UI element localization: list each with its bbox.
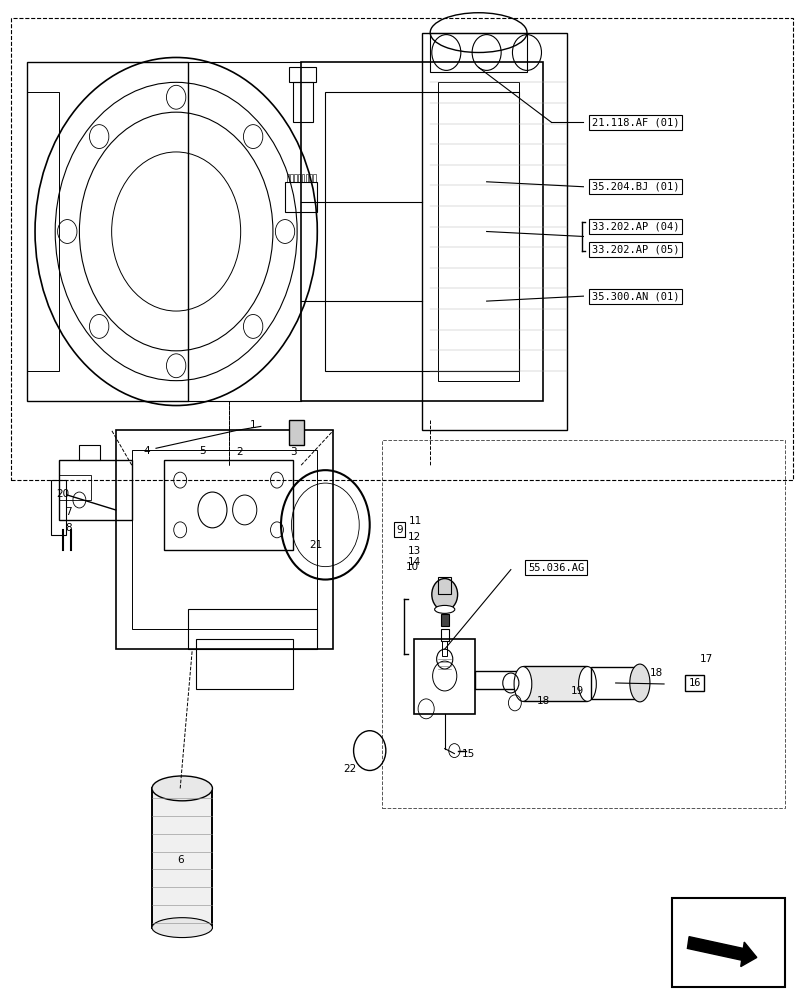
Bar [286, 174, 289, 182]
Bar [313, 174, 315, 182]
Ellipse shape [434, 605, 454, 613]
Bar [422, 33, 567, 430]
Text: 15: 15 [461, 749, 474, 759]
Text: 18: 18 [649, 668, 662, 678]
Text: 35.204.BJ (01): 35.204.BJ (01) [591, 182, 679, 192]
Bar [438, 577, 451, 594]
Text: 33.202.AP (04): 33.202.AP (04) [591, 222, 679, 232]
Bar [11, 18, 792, 480]
Text: 21: 21 [309, 540, 322, 550]
Text: 6: 6 [177, 855, 183, 865]
Ellipse shape [152, 776, 212, 801]
Bar [289, 420, 303, 445]
Bar [152, 788, 212, 928]
Bar [115, 430, 333, 649]
Bar [289, 67, 315, 82]
Text: 2: 2 [235, 447, 242, 457]
Text: 22: 22 [342, 764, 356, 774]
Bar [79, 445, 100, 460]
Text: 11: 11 [409, 516, 422, 526]
Text: 10: 10 [406, 562, 418, 572]
Text: 12: 12 [407, 532, 420, 542]
Bar [196, 639, 293, 689]
Bar [294, 174, 296, 182]
Text: 1: 1 [249, 420, 255, 430]
Bar [27, 92, 59, 371]
Bar [59, 475, 92, 500]
Bar [164, 460, 293, 550]
Circle shape [431, 579, 457, 610]
Bar [305, 174, 307, 182]
Bar [590, 667, 639, 699]
Text: 55.036.AG: 55.036.AG [527, 563, 583, 573]
Text: 5: 5 [200, 446, 206, 456]
Text: 21.118.AF (01): 21.118.AF (01) [591, 117, 679, 127]
Bar [290, 174, 293, 182]
Bar [302, 174, 304, 182]
Bar [27, 62, 188, 401]
Text: 18: 18 [536, 696, 549, 706]
Ellipse shape [513, 667, 531, 701]
Text: 14: 14 [407, 557, 420, 567]
Bar [188, 609, 317, 649]
Bar [298, 174, 300, 182]
Bar [440, 629, 448, 641]
Text: 16: 16 [688, 678, 700, 688]
Text: 20: 20 [57, 489, 70, 499]
Bar [430, 33, 526, 72]
Bar [438, 82, 518, 381]
Text: 17: 17 [698, 654, 712, 664]
Bar [293, 82, 313, 122]
Bar [131, 450, 317, 629]
Bar [59, 460, 131, 520]
Text: 19: 19 [569, 686, 583, 696]
Bar [442, 641, 447, 656]
Text: 33.202.AP (05): 33.202.AP (05) [591, 244, 679, 254]
Bar [285, 182, 317, 212]
Ellipse shape [152, 918, 212, 938]
Bar [309, 174, 311, 182]
Bar [381, 440, 784, 808]
Bar [522, 666, 586, 701]
Bar [51, 480, 66, 535]
Text: 8: 8 [66, 523, 72, 533]
Ellipse shape [578, 667, 595, 701]
Bar [672, 898, 784, 987]
Bar [474, 671, 522, 689]
FancyArrow shape [687, 937, 756, 967]
Text: 7: 7 [66, 507, 72, 517]
Bar [414, 639, 474, 714]
Text: 4: 4 [143, 446, 149, 456]
Text: 9: 9 [396, 525, 402, 535]
Bar [325, 92, 518, 371]
Text: 3: 3 [290, 447, 296, 457]
Ellipse shape [629, 664, 649, 702]
Text: 35.300.AN (01): 35.300.AN (01) [591, 291, 679, 301]
Text: 13: 13 [407, 546, 420, 556]
Bar [301, 62, 543, 401]
Bar [440, 614, 448, 626]
Bar [152, 788, 212, 928]
